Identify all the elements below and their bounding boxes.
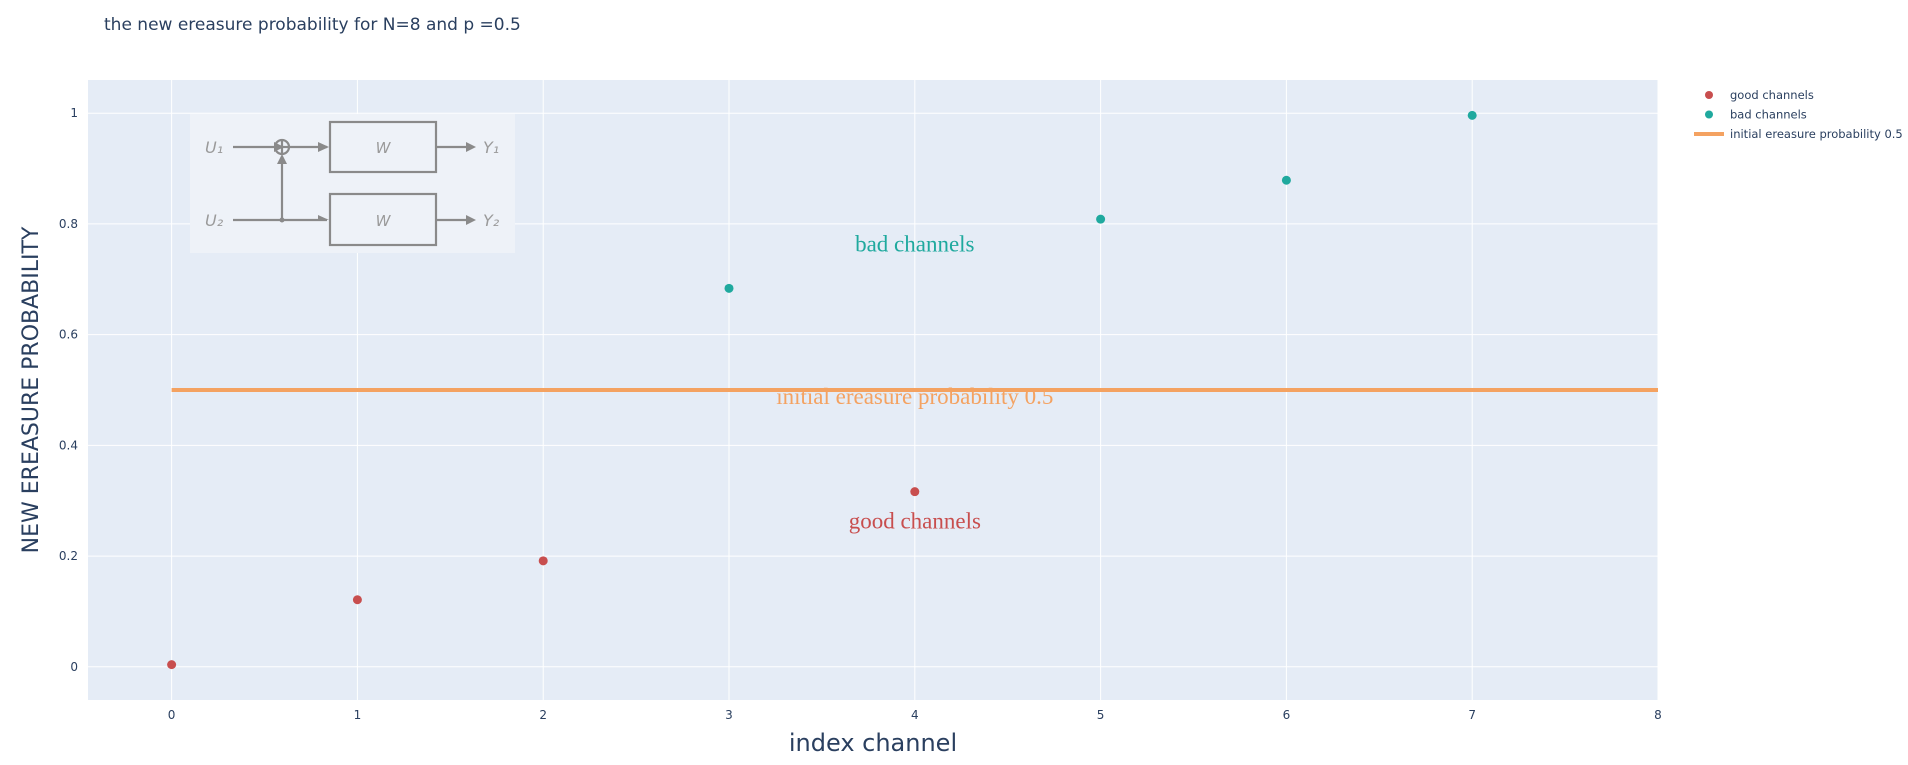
inset-input-u1: U₁ <box>205 138 223 157</box>
inset-output-y1: Y₁ <box>483 138 499 157</box>
legend-item[interactable]: good channels <box>1705 88 1814 102</box>
x-tick-label: 2 <box>539 708 547 722</box>
y-tick-label: 0.4 <box>59 438 78 452</box>
polar-transform-inset: U₁ U₂ W W Y₁ Y₂ <box>190 114 515 253</box>
chart-annotation: initial ereasure probability 0.5 <box>776 384 1053 409</box>
annotation-layer: bad channels initial ereasure probability… <box>776 232 1053 534</box>
inset-block-w2-label: W <box>376 212 392 230</box>
inset-input-u2: U₂ <box>205 211 224 230</box>
y-axis-ticks: 0 0.2 0.4 0.6 0.8 1 <box>59 106 78 674</box>
good-channel-point[interactable] <box>352 595 362 605</box>
legend-marker-swatch <box>1705 110 1713 119</box>
y-tick-label: 1 <box>70 106 78 120</box>
x-tick-label: 3 <box>725 708 733 722</box>
y-tick-label: 0.2 <box>59 549 78 563</box>
legend-marker-swatch <box>1705 91 1713 99</box>
x-axis-ticks: 0 1 2 3 4 5 6 7 8 <box>168 708 1662 722</box>
legend-item[interactable]: initial ereasure probability 0.5 <box>1694 127 1903 141</box>
legend-label: initial ereasure probability 0.5 <box>1730 127 1903 141</box>
good-channel-point[interactable] <box>538 556 548 566</box>
legend-label: good channels <box>1730 88 1814 102</box>
x-tick-label: 5 <box>1097 708 1105 722</box>
inset-block-w1-label: W <box>376 139 392 157</box>
x-tick-label: 7 <box>1468 708 1476 722</box>
bad-channel-point[interactable] <box>724 283 734 293</box>
good-channel-point[interactable] <box>910 487 920 497</box>
chart-annotation: good channels <box>849 508 981 533</box>
chart-title: the new ereasure probability for N=8 and… <box>104 15 521 35</box>
series-layer <box>167 110 1658 670</box>
good-channel-point[interactable] <box>167 660 177 670</box>
y-tick-label: 0 <box>70 660 78 674</box>
inset-output-y2: Y₂ <box>483 211 500 230</box>
legend: good channels bad channels initial ereasur… <box>1694 88 1903 141</box>
bad-channel-point[interactable] <box>1281 175 1291 185</box>
legend-label: bad channels <box>1730 108 1807 122</box>
y-tick-label: 0.8 <box>59 217 78 231</box>
x-tick-label: 4 <box>911 708 919 722</box>
legend-item[interactable]: bad channels <box>1705 108 1807 122</box>
x-axis-title: index channel <box>789 729 957 757</box>
x-tick-label: 1 <box>354 708 362 722</box>
chart-annotation: bad channels <box>855 232 974 257</box>
bad-channel-point[interactable] <box>1467 110 1477 120</box>
x-tick-label: 8 <box>1654 708 1662 722</box>
x-tick-label: 6 <box>1283 708 1291 722</box>
y-axis-title: NEW EREASURE PROBABILITY <box>19 226 44 553</box>
y-tick-label: 0.6 <box>59 328 78 342</box>
bad-channel-point[interactable] <box>1096 214 1106 224</box>
x-tick-label: 0 <box>168 708 176 722</box>
inset-background <box>190 114 515 253</box>
